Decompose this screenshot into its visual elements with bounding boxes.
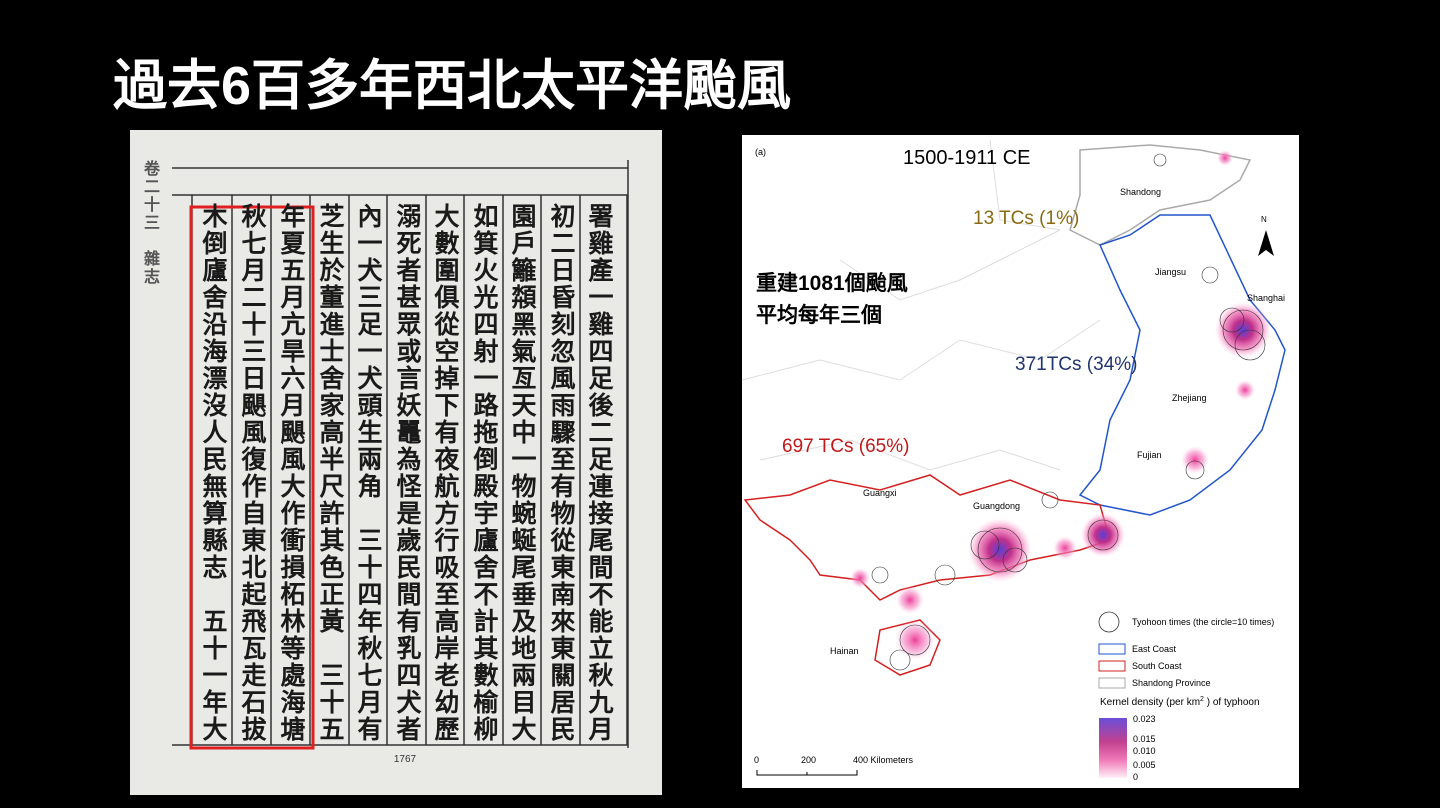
- north-label: N: [1261, 215, 1267, 224]
- count-east: 371TCs (34%): [1015, 354, 1138, 375]
- typhoon-circles: [871, 153, 1266, 671]
- scale-bar: 0 200 400 Kilometers: [754, 755, 914, 776]
- colorbar-tick: 0.015: [1133, 734, 1156, 744]
- legend-label: Shandong Province: [1132, 678, 1211, 688]
- scan-background: [130, 130, 662, 795]
- map-background: [742, 135, 1299, 788]
- colorbar: [1099, 718, 1127, 778]
- region-label: Shandong: [1120, 187, 1161, 197]
- period: 1500-1911 CE: [903, 147, 1031, 169]
- text-column: 秋七月二十三日颶風復作自東北起飛瓦走石拔: [238, 203, 267, 743]
- map-borders: [741, 139, 1101, 471]
- region-label: Guangxi: [863, 488, 897, 498]
- scale-label: 400 Kilometers: [853, 755, 914, 765]
- colorbar-tick: 0.010: [1133, 746, 1156, 756]
- hainan-outline: [874, 619, 941, 676]
- text-column: 署雞產一雞四足後二足連接尾間不能立秋九月: [585, 203, 614, 743]
- text-column: 芝生於董進士舍家高半尺許其色正黃 三十五: [316, 203, 345, 743]
- scale-label: 200: [801, 755, 816, 765]
- legend-title: Kernel density (per km2 ) of typhoon: [1100, 696, 1260, 708]
- colorbar-tick: 0.005: [1133, 760, 1156, 770]
- east-coast-outline: [1078, 214, 1286, 516]
- shandong-outline: [1069, 144, 1252, 246]
- region-label: Hainan: [830, 646, 859, 656]
- text-column: 木倒廬舍沿海漂沒人民無算縣志 五十一年大: [199, 203, 228, 743]
- annotation: 平均每年三個: [756, 303, 882, 327]
- text-column: 大數圍俱從空掉下有夜航方行吸至高岸老幼歷: [431, 203, 460, 743]
- page-number: 1767: [394, 754, 417, 765]
- text-column: 如箕火光四射一路拖倒殿宇廬舍不計其數榆柳: [470, 203, 499, 743]
- slide-title: 過去6百多年西北太平洋颱風: [113, 56, 791, 116]
- region-label: Jiangsu: [1155, 267, 1186, 277]
- region-label: Shanghai: [1247, 293, 1285, 303]
- count-south: 697 TCs (65%): [782, 436, 909, 457]
- map-labels: (a) Shandong Jiangsu Shanghai Zhejiang F…: [755, 147, 1285, 656]
- scale-label: 0: [754, 755, 759, 765]
- legend-label: East Coast: [1132, 644, 1177, 654]
- highlight-box: [189, 205, 315, 750]
- map-legend: Tyohoon times (the circle=10 times) East…: [1098, 611, 1274, 782]
- region-label: Guangdong: [973, 501, 1020, 511]
- region-label: Fujian: [1137, 450, 1162, 460]
- text-column: 內一犬三足一犬頭生兩角 三十四年秋七月有: [354, 203, 383, 743]
- annotation: 重建1081個颱風: [756, 271, 908, 295]
- north-arrow: [1258, 230, 1274, 256]
- text-column: 溺死者甚眾或言妖鼉為怪是歲民間有乳四犬者: [393, 203, 422, 743]
- text-column: 園戶籬頮黑氣亙天中一物蜿蜒尾垂及地兩目大: [508, 203, 537, 743]
- south-coast-outline: [743, 474, 1111, 601]
- colorbar-tick: 0: [1133, 772, 1138, 782]
- panel-label: (a): [755, 147, 766, 157]
- colorbar-tick: 0.023: [1133, 714, 1156, 724]
- margin-text: 卷二十三 雜志: [141, 160, 160, 286]
- text-column: 初二日昏刻忽風雨驟至有物從東南來東關居民: [547, 203, 576, 743]
- region-label: Zhejiang: [1172, 393, 1207, 403]
- legend-label: Tyohoon times (the circle=10 times): [1132, 617, 1274, 627]
- count-shandong: 13 TCs (1%): [973, 208, 1079, 229]
- legend-label: South Coast: [1132, 661, 1182, 671]
- text-column: 年夏五月亢旱六月颶風大作衝損柘林等處海塘: [277, 203, 306, 743]
